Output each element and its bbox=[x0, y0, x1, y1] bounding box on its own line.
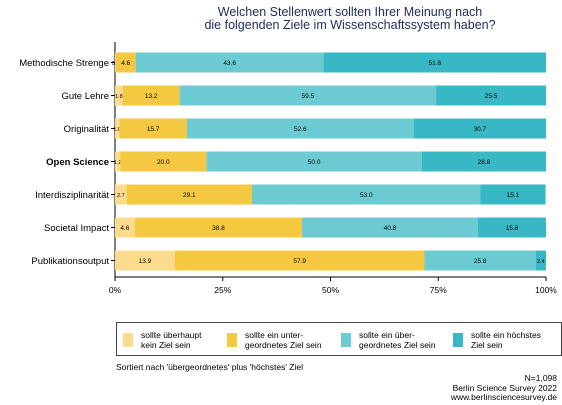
data-label: 2.4 bbox=[537, 259, 545, 265]
data-label: 43.6 bbox=[223, 60, 236, 67]
data-label: 15.7 bbox=[147, 126, 160, 133]
legend-label-hoechstes: sollte ein höchstes Ziel sein bbox=[471, 330, 541, 350]
bar-segment bbox=[126, 184, 253, 205]
bar-segment bbox=[115, 250, 175, 271]
data-label: 15.8 bbox=[506, 225, 519, 232]
y-category-label: Societal Impact bbox=[44, 223, 109, 234]
data-label: 1.8 bbox=[115, 94, 123, 100]
credits: N=1,098 Berlin Science Survey 2022 www.b… bbox=[450, 373, 557, 403]
data-label: 53.0 bbox=[360, 192, 373, 199]
data-label: 51.6 bbox=[428, 60, 441, 67]
bar-segment bbox=[179, 85, 437, 106]
sort-footnote: Sortiert nach 'übergeordnetes' plus 'höc… bbox=[116, 362, 303, 372]
stacked-bar-chart: 0% 25% 50% 75% 100%Methodische Strenge 0.2 4.6… bbox=[19, 42, 557, 295]
bar-segment bbox=[115, 118, 120, 139]
legend-swatch-untergeordnet bbox=[227, 333, 237, 347]
data-label: 59.5 bbox=[302, 93, 315, 100]
y-category-label: Methodische Strenge bbox=[19, 58, 109, 69]
data-label: 38.8 bbox=[212, 225, 225, 232]
legend-swatch-uebergeordnet bbox=[341, 333, 351, 347]
data-label: 29.1 bbox=[183, 192, 196, 199]
chart-title-line-1: Welchen Stellenwert sollten Ihrer Meinun… bbox=[217, 5, 483, 19]
bar-segment bbox=[174, 250, 425, 271]
chart-title-line-2: die folgenden Ziele im Wissenschaftssyst… bbox=[204, 18, 496, 32]
bar-segment bbox=[186, 118, 414, 139]
y-category-label: Gute Lehre bbox=[61, 91, 109, 102]
x-tick-label: 0% bbox=[109, 285, 122, 295]
bar-segment bbox=[120, 151, 207, 172]
data-label: 0.2 bbox=[112, 61, 120, 67]
data-label: 52.6 bbox=[294, 126, 307, 133]
data-label: 25.8 bbox=[474, 258, 487, 265]
data-label: 4.6 bbox=[120, 225, 129, 232]
survey-url: www.berlinsciencesurvey.de bbox=[450, 392, 557, 402]
y-category-label: Interdisziplinarität bbox=[35, 190, 109, 201]
data-label: 30.7 bbox=[474, 126, 487, 133]
legend-swatch-hoechstes bbox=[453, 333, 463, 347]
bar-segment bbox=[115, 85, 123, 106]
bar-segment bbox=[413, 118, 546, 139]
bar-segment bbox=[480, 184, 546, 205]
data-label: 40.8 bbox=[384, 225, 397, 232]
sample-size: N=1,098 bbox=[524, 373, 557, 383]
bar-segment bbox=[115, 52, 136, 73]
bar-segment bbox=[134, 217, 303, 238]
bar-segment bbox=[115, 151, 121, 172]
data-label: 4.6 bbox=[121, 60, 130, 67]
legend-label-uebergeordnet: sollte ein über- geordnetes Ziel sein bbox=[359, 330, 436, 350]
data-label: 13.9 bbox=[139, 258, 152, 265]
x-tick-label: 75% bbox=[430, 285, 447, 295]
y-category-label: Publikationsoutput bbox=[31, 256, 109, 267]
bar-segment bbox=[252, 184, 481, 205]
survey-name: Berlin Science Survey 2022 bbox=[452, 382, 557, 393]
legend-label-kein-ziel: sollte überhaupt kein Ziel sein bbox=[141, 330, 202, 350]
data-label: 1.0 bbox=[113, 127, 121, 133]
legend-swatch-kein-ziel bbox=[123, 333, 133, 347]
data-label: 20.0 bbox=[157, 159, 170, 166]
bar-segment bbox=[115, 217, 135, 238]
bar-segment bbox=[119, 118, 187, 139]
x-tick-label: 50% bbox=[322, 285, 339, 295]
bar-segment bbox=[115, 52, 116, 73]
legend-label-untergeordnet: sollte ein unter- geordnetes Ziel sein bbox=[245, 330, 322, 350]
bar-segment bbox=[436, 85, 546, 106]
bar-segment bbox=[302, 217, 478, 238]
bar-segment bbox=[424, 250, 536, 271]
bar-segment bbox=[323, 52, 546, 73]
bar-segment bbox=[421, 151, 546, 172]
data-label: 15.1 bbox=[507, 192, 520, 199]
x-tick-label: 25% bbox=[214, 285, 231, 295]
chart-legend: sollte überhaupt kein Ziel sein sollte e… bbox=[116, 322, 562, 356]
bar-segment bbox=[122, 85, 180, 106]
bar-segment bbox=[135, 52, 324, 73]
data-label: 2.7 bbox=[117, 193, 125, 199]
y-category-label: Originalität bbox=[64, 124, 110, 135]
x-tick-label: 100% bbox=[535, 285, 557, 295]
bar-segment bbox=[206, 151, 422, 172]
data-label: 57.9 bbox=[293, 258, 306, 265]
bar-segment bbox=[477, 217, 546, 238]
bar-segment bbox=[115, 184, 127, 205]
data-label: 25.5 bbox=[485, 93, 498, 100]
data-label: 1.2 bbox=[114, 160, 122, 166]
bar-segment bbox=[535, 250, 546, 271]
data-label: 50.0 bbox=[308, 159, 321, 166]
data-label: 13.2 bbox=[145, 93, 158, 100]
data-label: 28.8 bbox=[478, 159, 491, 166]
y-category-label: Open Science bbox=[46, 157, 109, 168]
